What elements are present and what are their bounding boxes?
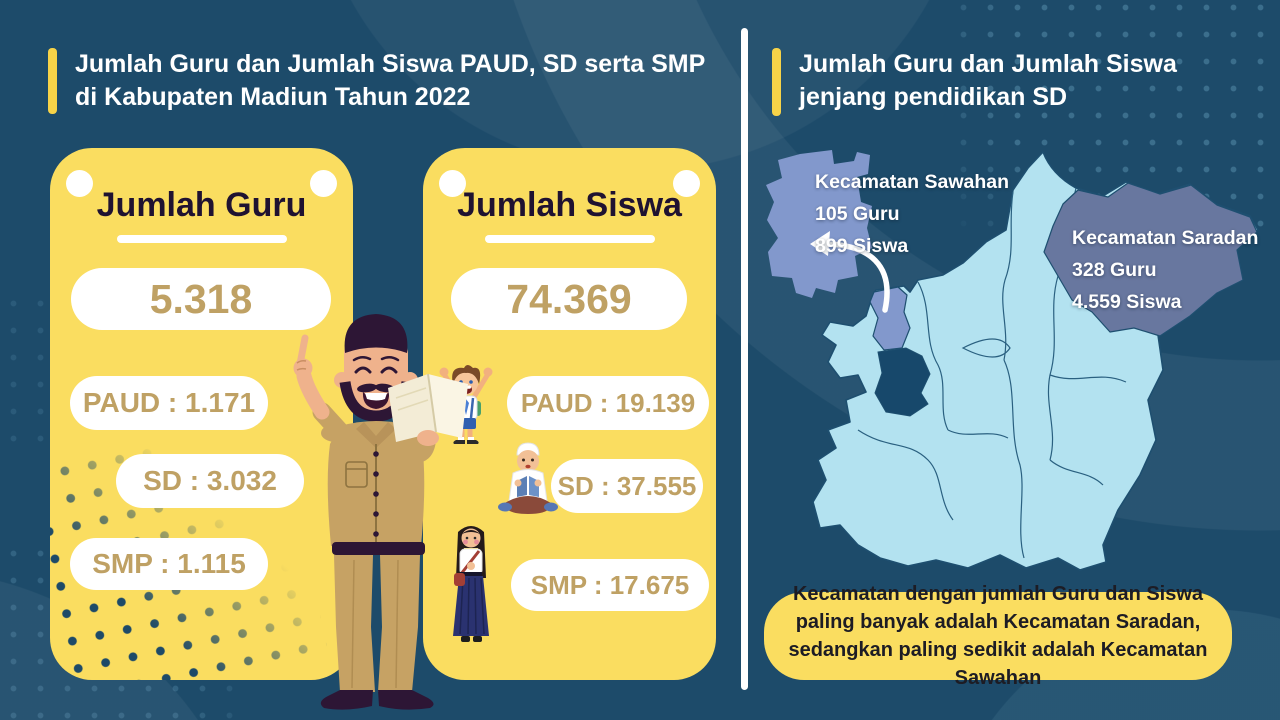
map-enclave-dark	[874, 347, 931, 417]
region-guru-count: 328 Guru	[1072, 259, 1157, 281]
yellow-accent-bar	[48, 48, 57, 114]
region-siswa-count: 899 Siswa	[815, 235, 909, 257]
right-section-title: Jumlah Guru dan Jumlah Siswa jenjang pen…	[799, 50, 1177, 111]
card-hole-decoration	[310, 170, 337, 197]
siswa-paud-value: PAUD : 19.139	[507, 376, 709, 430]
card-hole-decoration	[673, 170, 700, 197]
sitting-boy-reading-illustration	[498, 442, 558, 514]
map-region-sawahan-enlarged	[766, 150, 872, 298]
guru-paud-value: PAUD : 1.171	[70, 376, 268, 430]
map-internal-borders	[857, 187, 1127, 559]
map-region-saradan	[1043, 182, 1258, 337]
title-underline	[116, 235, 287, 243]
region-guru-count: 105 Guru	[815, 203, 900, 225]
right-section-header: Jumlah Guru dan Jumlah Siswa jenjang pen…	[772, 48, 1242, 116]
standing-girl-illustration	[453, 526, 489, 642]
left-section-header: Jumlah Guru dan Jumlah Siswa PAUD, SD se…	[48, 48, 708, 114]
conclusion-note: Kecamatan dengan jumlah Guru dan Siswa p…	[764, 583, 1232, 689]
left-section-title: Jumlah Guru dan Jumlah Siswa PAUD, SD se…	[75, 50, 705, 111]
card-hole-decoration	[439, 170, 466, 197]
region-name: Kecamatan Sawahan	[815, 171, 1010, 193]
siswa-smp-value: SMP : 17.675	[511, 559, 709, 611]
total-guru-value: 5.318	[71, 268, 331, 330]
card-title: Jumlah Guru	[96, 186, 307, 224]
callout-sawahan: Kecamatan Sawahan 105 Guru 899 Siswa	[815, 166, 1045, 262]
card-hole-decoration	[66, 170, 93, 197]
map-region-sawahan-small	[869, 286, 911, 351]
callout-saradan: Kecamatan Saradan 328 Guru 4.559 Siswa	[1072, 222, 1280, 318]
kabupaten-madiun-map	[766, 150, 1259, 571]
region-siswa-count: 4.559 Siswa	[1072, 291, 1182, 313]
region-name: Kecamatan Saradan	[1072, 227, 1259, 249]
section-divider	[741, 28, 748, 690]
total-siswa-value: 74.369	[451, 268, 687, 330]
siswa-sd-value: SD : 37.555	[551, 459, 703, 513]
guru-smp-value: SMP : 1.115	[70, 538, 268, 590]
yellow-accent-bar	[772, 48, 781, 116]
title-underline	[484, 235, 655, 243]
teacher-illustration	[293, 314, 468, 710]
card-title: Jumlah Siswa	[457, 186, 682, 224]
arrow-head	[810, 231, 830, 256]
arrow-to-sawahan	[813, 241, 890, 313]
card-jumlah-guru: Jumlah Guru 5.318 PAUD : 1.171 SD : 3.03…	[50, 148, 353, 680]
guru-sd-value: SD : 3.032	[116, 454, 304, 508]
